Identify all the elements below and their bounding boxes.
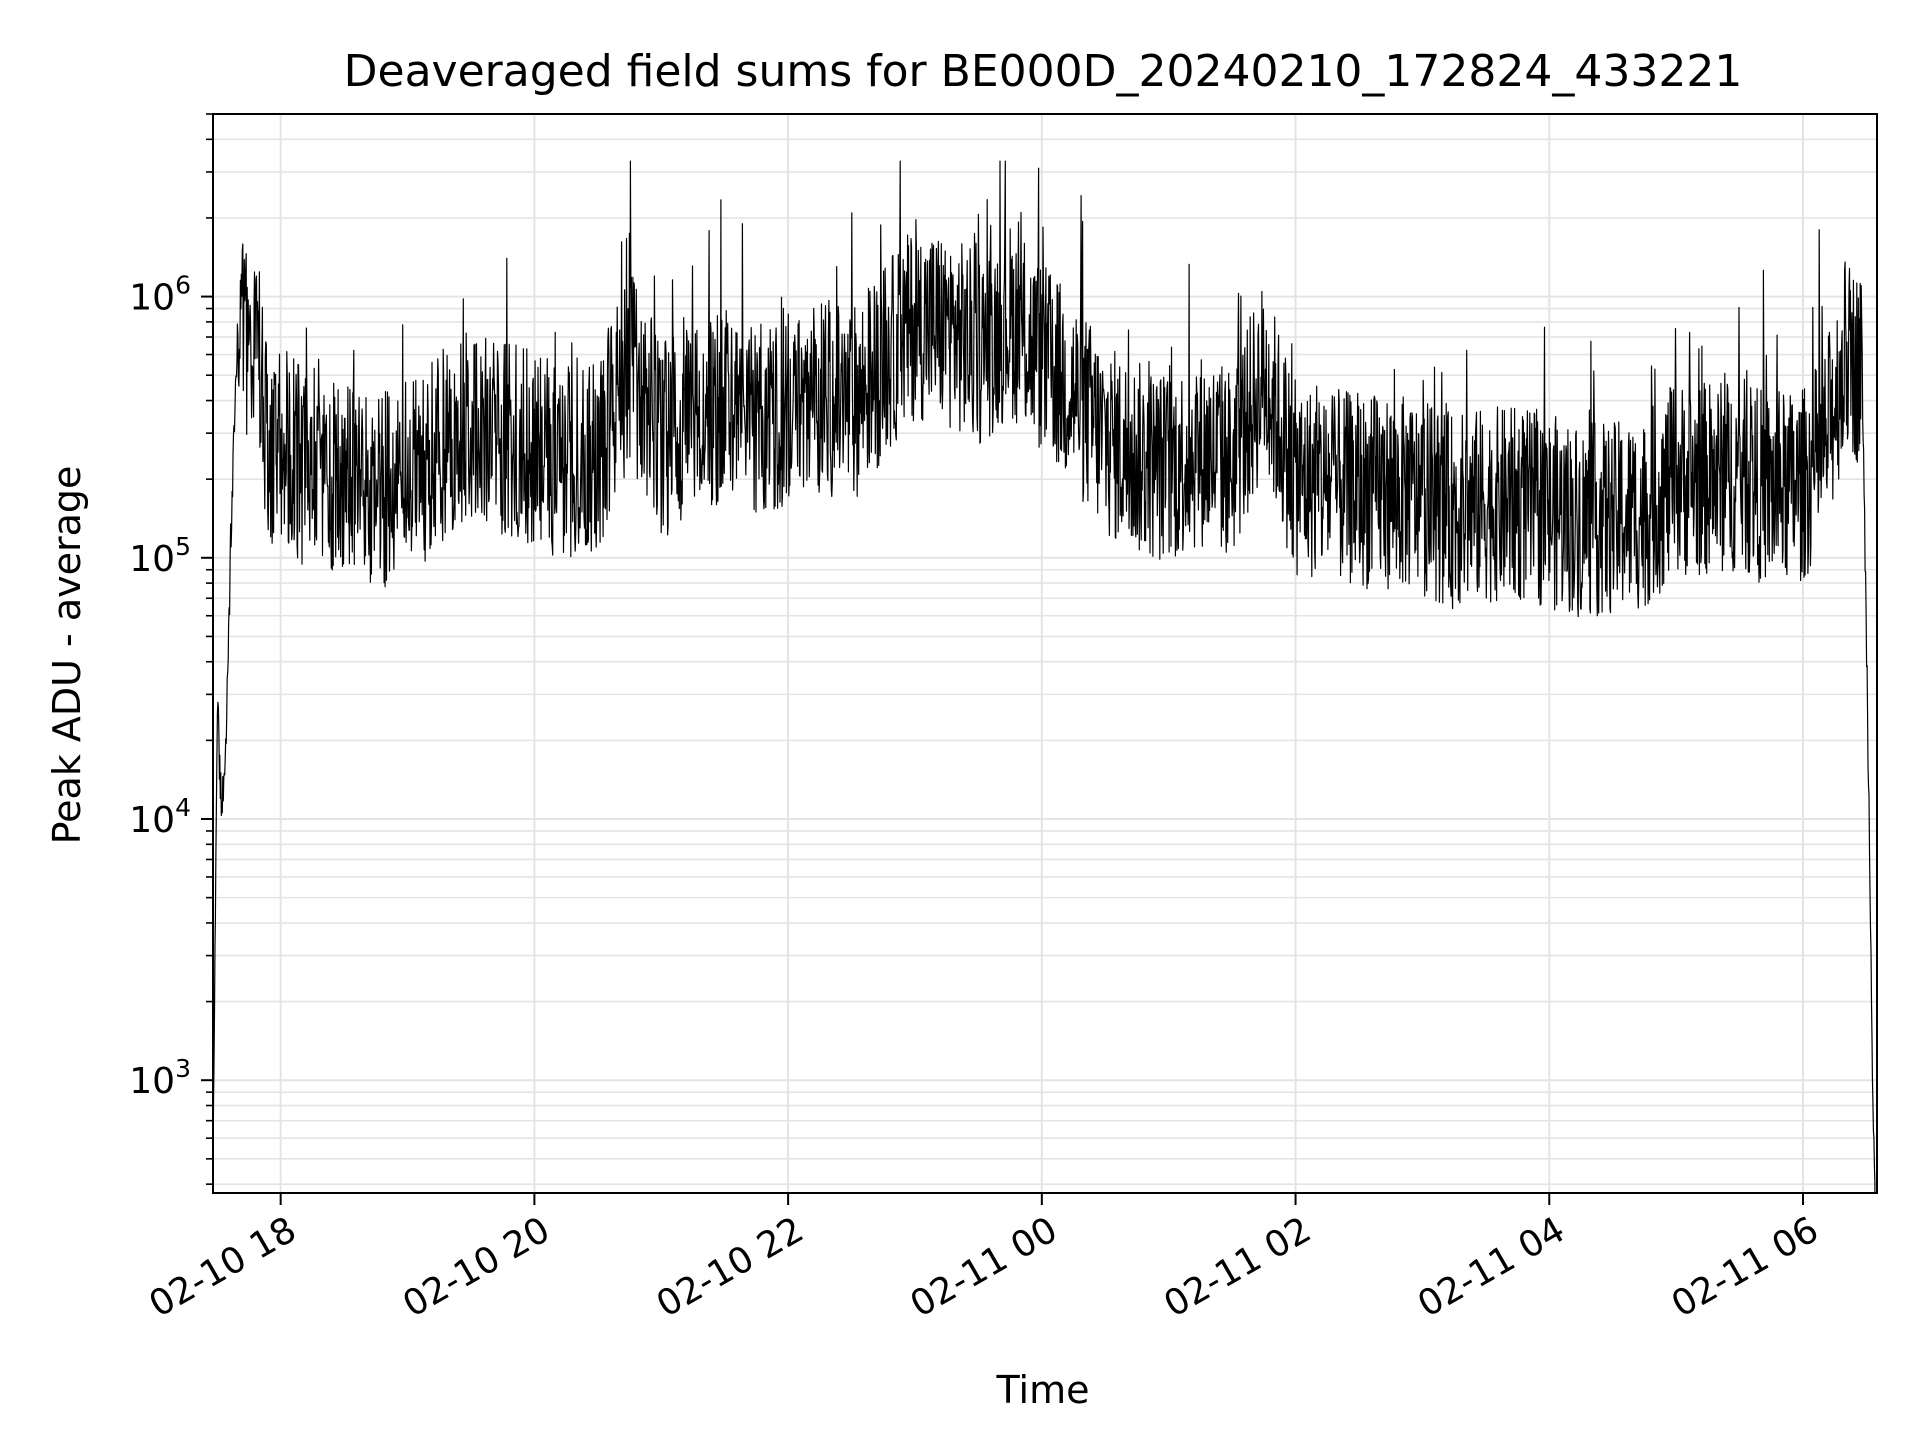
x-tick-label: 02-10 22 bbox=[650, 1209, 811, 1325]
x-axis: 02-10 18 02-10 20 02-10 22 02-11 00 02-11 02… bbox=[142, 1193, 1825, 1326]
y-tick-label: 104 bbox=[129, 793, 191, 841]
y-tick-label: 105 bbox=[129, 532, 191, 580]
series-line bbox=[212, 160, 1876, 1193]
x-tick-label: 02-11 06 bbox=[1665, 1209, 1826, 1325]
x-tick-label: 02-10 18 bbox=[142, 1209, 303, 1325]
chart-title: Deaveraged field sums for BE000D_2024021… bbox=[344, 46, 1743, 97]
x-tick-label: 02-11 04 bbox=[1411, 1209, 1572, 1325]
grid bbox=[213, 113, 1877, 1193]
y-axis: 103 104 105 106 bbox=[129, 113, 213, 1185]
y-tick-label: 106 bbox=[129, 271, 191, 319]
x-tick-label: 02-11 00 bbox=[904, 1209, 1065, 1325]
y-tick-label: 103 bbox=[129, 1054, 191, 1102]
x-tick-label: 02-10 20 bbox=[396, 1209, 557, 1325]
x-tick-label: 02-11 02 bbox=[1157, 1209, 1318, 1325]
plot-frame bbox=[212, 113, 1878, 1194]
y-axis-label: Peak ADU - average bbox=[45, 466, 89, 845]
x-axis-label: Time bbox=[996, 1368, 1090, 1412]
